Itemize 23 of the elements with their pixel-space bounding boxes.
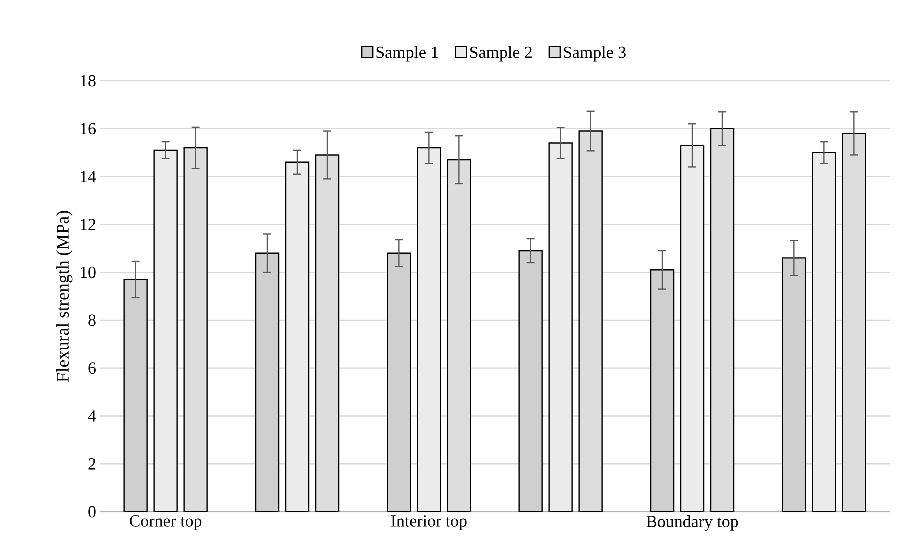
y-tick-label: 12 <box>81 219 96 230</box>
y-tick-label: 18 <box>81 75 96 87</box>
bar <box>154 150 178 512</box>
x-tick-label: Corner top <box>130 516 202 530</box>
y-tick-label: 4 <box>88 410 96 422</box>
y-tick-label: 14 <box>81 171 96 182</box>
y-axis-title: Flexural strength (MPa) <box>56 211 73 382</box>
x-tick-label: Boundary top <box>646 516 738 531</box>
y-tick-label: 2 <box>88 458 96 470</box>
y-tick-label: 6 <box>88 362 96 374</box>
legend-label: Sample 1 <box>376 46 438 62</box>
y-tick-label: 16 <box>81 123 96 135</box>
bar <box>812 152 836 512</box>
bar <box>548 142 573 512</box>
legend-label: Sample 2 <box>470 46 532 62</box>
y-tick-label: 10 <box>81 266 96 278</box>
bar <box>285 162 310 512</box>
bar <box>680 145 705 512</box>
bar <box>417 147 442 512</box>
legend-label: Sample 3 <box>564 46 626 62</box>
y-tick-label: 8 <box>88 314 96 326</box>
x-tick-label: Interior top <box>391 516 467 530</box>
y-tick-label: 0 <box>88 506 96 518</box>
